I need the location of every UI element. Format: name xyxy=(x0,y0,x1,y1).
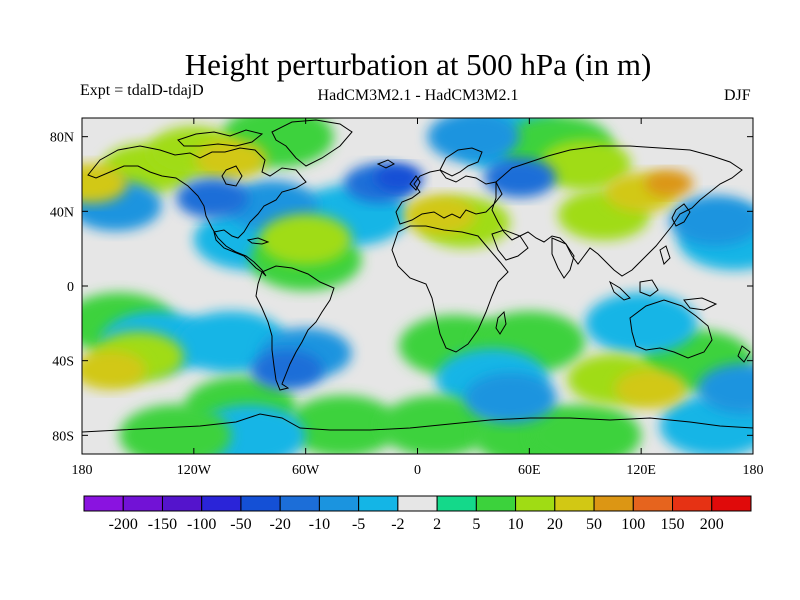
coast-antarctica xyxy=(82,413,753,433)
colorbar-swatch xyxy=(632,495,674,512)
coast-madagascar xyxy=(495,310,507,335)
colorbar-label: -10 xyxy=(309,516,330,533)
coast-asia xyxy=(491,145,743,277)
model-label: HadCM3M2.1 - HadCM3M2.1 xyxy=(317,87,519,104)
coast-sumatra xyxy=(608,280,631,301)
lat-label: 80N xyxy=(50,131,74,146)
anomaly-cell xyxy=(176,178,249,219)
anomaly-cell xyxy=(380,395,493,454)
colorbar-swatch xyxy=(240,495,281,512)
colorbar-swatch xyxy=(711,495,752,512)
lat-label: 0 xyxy=(67,280,74,295)
colorbar-label: 150 xyxy=(661,516,685,533)
colorbar-swatch xyxy=(358,495,399,512)
colorbar-label: 50 xyxy=(586,516,602,533)
colorbar-swatch xyxy=(672,495,713,512)
anomaly-cell xyxy=(119,404,232,454)
colorbar: -200 -150 -100 -50 -20 -10 -5 -2 2 5 10 20 50 100 150 2… xyxy=(83,495,752,533)
colorbar-label: -20 xyxy=(270,516,291,533)
coast-australia xyxy=(629,299,713,359)
colorbar-label: -100 xyxy=(187,516,216,533)
anomaly-cell xyxy=(645,170,694,197)
anomaly-cell xyxy=(259,214,352,265)
coast-borneo xyxy=(639,279,659,297)
lon-label: 180 xyxy=(72,463,93,478)
anomaly-cell xyxy=(669,195,753,246)
lat-label: 40N xyxy=(50,205,74,220)
lon-label: 180 xyxy=(743,463,764,478)
anomaly-cell xyxy=(614,368,687,409)
colorbar-label: -150 xyxy=(148,516,177,533)
coast-british-isles xyxy=(409,175,421,191)
colorbar-label: 10 xyxy=(508,516,524,533)
colorbar-label: 20 xyxy=(547,516,563,533)
anomaly-field xyxy=(82,118,753,454)
coast-india xyxy=(551,237,575,279)
plot-title: Height perturbation at 500 hPa (in m) xyxy=(184,47,652,82)
colorbar-label: -200 xyxy=(109,516,138,533)
coastlines xyxy=(82,119,753,433)
colorbar-swatch xyxy=(593,495,634,512)
colorbar-swatch xyxy=(475,495,517,512)
lat-label: 80S xyxy=(52,429,74,444)
colorbar-label: -2 xyxy=(391,516,404,533)
season-label: DJF xyxy=(724,87,751,104)
lon-label: 0 xyxy=(414,463,421,478)
colorbar-swatch xyxy=(397,495,438,512)
coast-japan xyxy=(671,203,691,227)
colorbar-label: -5 xyxy=(352,516,365,533)
map-axes: 80N 40N 0 40S 80S 180 120W 60W 0 60E 120E 180 xyxy=(50,118,764,478)
coast-scandinavia xyxy=(439,147,483,177)
coast-hudson-bay xyxy=(221,165,243,187)
lat-label: 40S xyxy=(52,355,74,370)
coast-canadian-arctic xyxy=(177,129,264,147)
colorbar-label: 2 xyxy=(433,516,441,533)
colorbar-swatch xyxy=(515,495,556,512)
coast-north-america xyxy=(87,145,307,277)
anomaly-cell xyxy=(585,292,698,355)
experiment-label: Expt = tdalD-tdajD xyxy=(80,82,204,99)
anomaly-cell xyxy=(464,372,557,424)
coast-new-guinea xyxy=(683,297,718,311)
coast-greenland xyxy=(271,119,353,167)
anomaly-cell xyxy=(484,157,557,198)
colorbar-label: 200 xyxy=(700,516,724,533)
anomaly-cell xyxy=(427,118,520,162)
coast-cuba xyxy=(246,237,270,245)
colorbar-swatch xyxy=(161,495,203,512)
coast-iceland xyxy=(376,159,395,169)
anomaly-cell xyxy=(251,350,324,390)
colorbar-swatch xyxy=(201,495,242,512)
colorbar-swatch xyxy=(83,495,124,512)
lon-label: 120E xyxy=(626,463,656,478)
colorbar-swatch xyxy=(554,495,595,512)
coast-new-zealand xyxy=(737,345,751,363)
colorbar-swatch xyxy=(122,495,163,512)
anomaly-cell xyxy=(529,404,642,454)
colorbar-label: 5 xyxy=(472,516,480,533)
coast-africa xyxy=(391,225,509,353)
colorbar-swatch xyxy=(279,495,320,512)
lon-label: 60W xyxy=(292,463,320,478)
anomaly-cell xyxy=(286,395,399,454)
coast-arabia xyxy=(491,229,529,261)
colorbar-label: -50 xyxy=(230,516,251,533)
colorbar-swatch xyxy=(318,495,360,512)
coast-south-america xyxy=(255,265,335,391)
coast-philippines xyxy=(659,245,671,265)
lon-label: 60E xyxy=(518,463,541,478)
anomaly-cell xyxy=(697,363,753,414)
colorbar-swatch xyxy=(436,495,477,512)
anomaly-cell xyxy=(82,350,146,390)
coast-europe xyxy=(395,169,503,225)
lon-label: 120W xyxy=(177,463,212,478)
anomaly-cell xyxy=(82,163,128,204)
anomaly-cell xyxy=(175,311,288,373)
colorbar-label: 100 xyxy=(621,516,645,533)
